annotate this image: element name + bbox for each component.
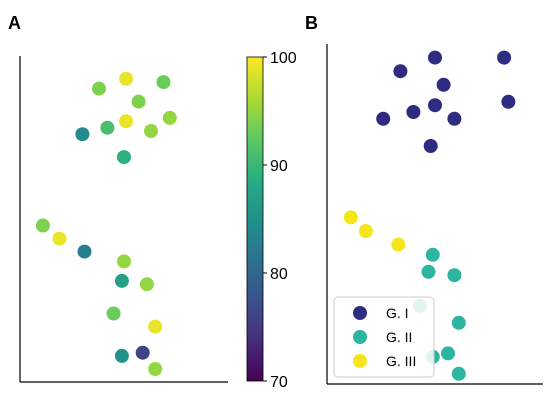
- panel-b-points: [343, 50, 516, 381]
- panel-a-point-10: [35, 218, 50, 233]
- colorbar-tick-label-0: 100: [270, 50, 297, 67]
- panel-a-point-12: [77, 244, 92, 259]
- panel-b-series-0-point-8: [501, 94, 516, 109]
- panel-b-series-0-point-6: [376, 111, 391, 126]
- panel-b-series-1-point-6: [441, 346, 455, 361]
- panel-b-series-1-point-7: [451, 366, 466, 381]
- panel-a-point-9: [117, 150, 131, 165]
- panel-b-series-1-point-2: [447, 268, 462, 283]
- panel-b-axes: [326, 44, 543, 385]
- panel-a-point-1: [92, 81, 106, 96]
- panel-a: A: [8, 13, 228, 383]
- panel-a-points: [35, 71, 177, 376]
- panel-b-series-0-point-5: [406, 105, 421, 119]
- panel-a-point-6: [100, 120, 115, 135]
- panel-a-point-2: [156, 75, 171, 90]
- panel-b-series-0-point-1: [393, 64, 408, 79]
- panel-a-point-3: [131, 94, 146, 109]
- panel-b-series-0-point-3: [436, 77, 451, 92]
- panel-a-point-18: [114, 348, 129, 363]
- panel-b-series-0-point-0: [428, 50, 442, 65]
- panel-a-point-7: [144, 124, 158, 138]
- panel-b-series-0-point-9: [423, 139, 438, 153]
- panel-a-point-19: [135, 345, 150, 360]
- panel-a-point-8: [75, 127, 90, 142]
- panel-a-point-13: [117, 254, 131, 269]
- panel-b-series-0-point-4: [428, 98, 442, 113]
- panel-a-point-20: [148, 362, 163, 376]
- legend-marker-0: [353, 306, 367, 320]
- legend-marker-2: [353, 354, 367, 368]
- panel-a-point-17: [148, 319, 163, 334]
- panel-a-letter: A: [8, 13, 21, 33]
- colorbar-tick-label-2: 80: [270, 266, 288, 283]
- colorbar-tick-label-1: 90: [270, 158, 288, 175]
- panel-a-point-5: [162, 110, 177, 125]
- colorbar-tick-label-3: 70: [270, 374, 288, 391]
- colorbar-gradient: [246, 56, 264, 382]
- panel-a-point-16: [106, 306, 121, 321]
- panel-b-series-1-point-0: [425, 247, 440, 262]
- panel-b-series-0-point-7: [447, 111, 462, 126]
- panel-a-point-11: [52, 231, 67, 246]
- colorbar: 100 90 80 70: [246, 50, 297, 391]
- colorbar-ticks: 100 90 80 70: [263, 50, 297, 391]
- panel-a-point-0: [119, 71, 134, 86]
- panel-b-series-2-point-0: [343, 210, 358, 225]
- panel-b-series-0-point-2: [497, 50, 512, 65]
- panel-a-axes: [19, 56, 228, 383]
- legend-marker-1: [353, 330, 367, 344]
- panel-b: B G. I G. II G. III: [305, 13, 543, 385]
- legend-frame: [333, 296, 435, 378]
- panel-b-legend: G. I G. II G. III: [333, 296, 435, 378]
- panel-b-series-1-point-4: [451, 315, 466, 330]
- panel-b-series-1-point-1: [421, 264, 436, 279]
- legend-label-2: G. III: [386, 353, 416, 369]
- legend-label-1: G. II: [386, 329, 412, 345]
- panel-b-letter: B: [305, 13, 318, 33]
- panel-b-series-2-point-2: [391, 237, 406, 252]
- panel-b-series-2-point-1: [358, 224, 373, 238]
- legend-label-0: G. I: [386, 305, 409, 321]
- panel-a-point-14: [114, 273, 129, 288]
- panel-a-point-15: [139, 277, 154, 292]
- panel-a-point-4: [119, 114, 134, 129]
